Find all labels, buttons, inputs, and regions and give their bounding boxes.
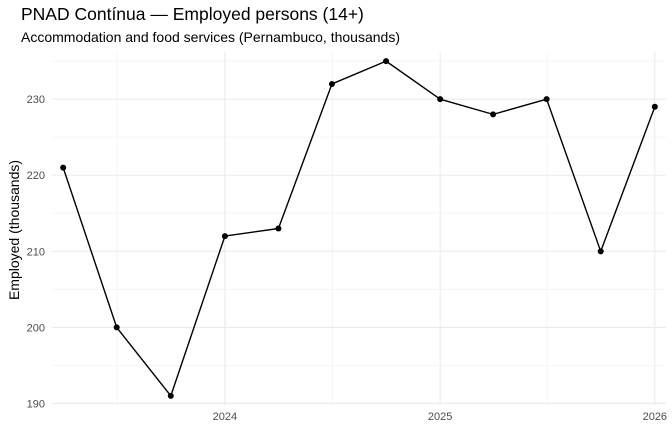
y-tick-label: 210 xyxy=(27,246,45,258)
data-point xyxy=(383,58,390,65)
x-tick-label: 2025 xyxy=(428,411,452,423)
y-tick-label: 230 xyxy=(27,94,45,106)
y-axis-title: Employed (thousands) xyxy=(6,160,22,300)
series-line-layer xyxy=(62,60,656,397)
data-point xyxy=(651,103,658,110)
data-point xyxy=(490,111,497,118)
data-points xyxy=(60,58,658,399)
x-tick-labels: 2024 2025 2026 xyxy=(213,411,667,423)
data-point xyxy=(597,248,604,255)
gridlines xyxy=(52,52,666,405)
y-tick-labels: 190 200 210 220 230 xyxy=(27,94,45,410)
x-tick-label: 2024 xyxy=(213,411,237,423)
data-point xyxy=(437,96,444,103)
chart-subtitle: Accommodation and food services (Pernamb… xyxy=(21,29,400,45)
x-tick-label: 2026 xyxy=(643,411,667,423)
y-tick-label: 200 xyxy=(27,322,45,334)
data-point xyxy=(275,225,282,232)
data-point xyxy=(60,164,67,171)
data-point xyxy=(221,233,228,240)
data-point xyxy=(328,80,335,87)
y-tick-label: 190 xyxy=(27,398,45,410)
data-point xyxy=(543,96,550,103)
data-point xyxy=(167,392,174,399)
y-tick-label: 220 xyxy=(27,170,45,182)
chart-title: PNAD Contínua — Employed persons (14+) xyxy=(21,4,364,24)
series-line xyxy=(62,60,656,397)
data-point xyxy=(113,324,120,331)
